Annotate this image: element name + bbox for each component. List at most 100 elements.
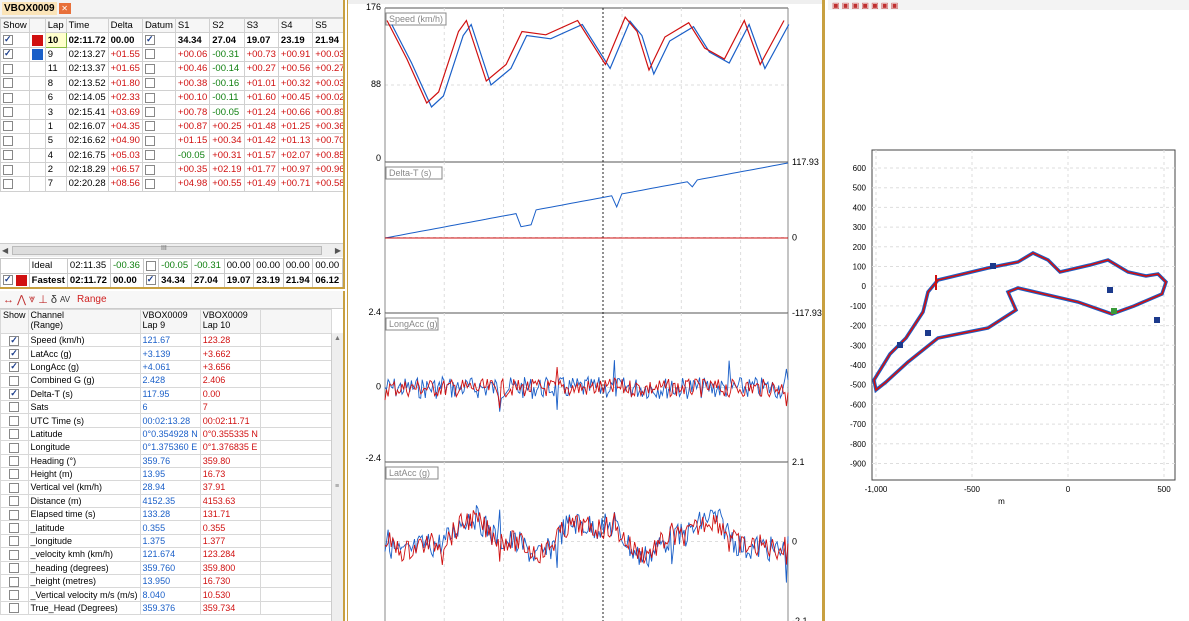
channel-show-checkbox[interactable]: [9, 563, 20, 574]
lap-header-col[interactable]: S3: [243, 17, 279, 34]
sector-marker[interactable]: [1154, 317, 1160, 323]
channel-show-checkbox[interactable]: [9, 469, 20, 480]
lap-show-checkbox[interactable]: [3, 178, 13, 189]
lap-header-col[interactable]: [28, 17, 46, 34]
lap-show-checkbox[interactable]: [3, 49, 13, 60]
channel-show-checkbox[interactable]: [9, 496, 20, 507]
lap-row[interactable]: 5 02:16.62 +04.90 +01.15 +00.34 +01.42 +01.13 +…: [0, 133, 343, 149]
lap-header-col[interactable]: Delta: [107, 17, 143, 34]
lap-datum-checkbox[interactable]: [144, 35, 155, 46]
lap-datum-checkbox[interactable]: [144, 92, 155, 103]
channel-show-checkbox[interactable]: [9, 442, 20, 453]
lap-header-col[interactable]: Show: [0, 17, 30, 34]
lap-datum-checkbox[interactable]: [144, 63, 155, 74]
ideal-datum-checkbox[interactable]: [145, 260, 156, 271]
lap-datum-checkbox[interactable]: [144, 164, 155, 175]
fastest-show-checkbox[interactable]: [3, 275, 13, 286]
lap-datum-checkbox[interactable]: [144, 107, 155, 118]
lap-row[interactable]: 902:13.27+01.55 +00.06-00.31+00.73+00.91+…: [0, 46, 343, 63]
channel-show-checkbox[interactable]: [9, 549, 20, 560]
channel-row[interactable]: UTC Time (s) 00:02:13.28 00:02:11.71: [0, 413, 333, 428]
channel-show-checkbox[interactable]: [9, 375, 20, 386]
fastest-row[interactable]: Fastest 02:11.72 00.00 34.34 27.04 19.07…: [0, 272, 343, 287]
map-plot-area[interactable]: 600 500 400 300 200 100 0 -100 -200 -300 -400 -500 -…: [850, 149, 1176, 506]
channel-show-checkbox[interactable]: [9, 576, 20, 587]
lap-header-col[interactable]: S2: [209, 17, 245, 34]
pan-icon[interactable]: ↔: [3, 293, 14, 306]
channel-row[interactable]: Longitude 0°1.375360 E 0°1.376835 E: [0, 440, 333, 455]
start-marker[interactable]: [1111, 308, 1117, 314]
channel-show-checkbox[interactable]: [9, 362, 20, 373]
lap-show-checkbox[interactable]: [3, 78, 13, 89]
channel-row[interactable]: Heading (°) 359.76 359.80: [0, 453, 333, 468]
map-tools-icon[interactable]: ▣ ▣ ▣ ▣ ▣ ▣ ▣: [832, 1, 899, 10]
lap-row[interactable]: 11 02:13.37 +01.65 +00.46 -00.14 +00.27 +00.56…: [0, 61, 343, 77]
lap-show-checkbox[interactable]: [3, 164, 13, 175]
channel-row[interactable]: _height (metres) 13.950 16.730: [0, 574, 333, 589]
channel-row[interactable]: Distance (m) 4152.35 4153.63: [0, 493, 333, 509]
lap-datum-checkbox[interactable]: [144, 121, 155, 132]
lap-header-col[interactable]: Datum: [141, 17, 176, 34]
channel-row[interactable]: LatAcc (g) +3.139 +3.662: [0, 346, 333, 361]
graph-panel[interactable]: Speed (km/h) 176 88 0 Delta-T (s) 117.93 0 -117…: [347, 0, 825, 621]
channel-row[interactable]: Combined G (g) 2.428 2.406: [0, 373, 333, 388]
lap-row[interactable]: 8 02:13.52 +01.80 +00.38 -00.16 +01.01 +00.32 +…: [0, 75, 343, 91]
channel-row[interactable]: _longitude 1.375 1.377: [0, 533, 333, 549]
lap-panel-tab[interactable]: VBOX0009 ✕: [0, 0, 343, 18]
channel-show-checkbox[interactable]: [9, 603, 20, 614]
lap-header-col[interactable]: Lap: [44, 17, 67, 34]
channel-show-checkbox[interactable]: [9, 402, 20, 413]
lap-datum-checkbox[interactable]: [144, 150, 155, 161]
channel-row[interactable]: Sats 6 7: [0, 399, 333, 415]
graph-pane-1[interactable]: Speed (km/h) 176 88 0: [366, 2, 789, 163]
lap-header-col[interactable]: S1: [174, 17, 211, 34]
channel-row[interactable]: _latitude 0.355 0.355: [0, 520, 333, 535]
range-label[interactable]: Range: [77, 294, 107, 305]
lap-header-col[interactable]: S4: [277, 17, 314, 34]
channel-show-checkbox[interactable]: [9, 522, 20, 533]
channel-row[interactable]: Height (m) 13.95 16.73: [0, 466, 333, 482]
sector-marker[interactable]: [897, 342, 903, 348]
channel-row[interactable]: _velocity kmh (km/h) 121.674 123.284: [0, 547, 333, 562]
channel-row[interactable]: Speed (km/h) 121.67 123.28: [0, 332, 333, 348]
scroll-thumb[interactable]: III: [12, 245, 322, 255]
channel-show-checkbox[interactable]: [9, 429, 20, 440]
scroll-right-icon[interactable]: ▶: [334, 246, 341, 255]
fastest-datum-checkbox[interactable]: [145, 275, 156, 286]
channel-row[interactable]: Latitude 0°0.354928 N 0°0.355335 N: [0, 426, 333, 442]
lap-panel-tab-title[interactable]: VBOX0009: [2, 2, 57, 15]
track-map-svg[interactable]: 600 500 400 300 200 100 0 -100 -200 -300 -400 -500 -…: [828, 10, 1189, 621]
marker-icon[interactable]: ⩔: [29, 293, 36, 305]
delta-icon[interactable]: δ: [50, 293, 57, 306]
sector-marker[interactable]: [990, 263, 996, 269]
lap-show-checkbox[interactable]: [3, 63, 13, 74]
channel-show-checkbox[interactable]: [9, 456, 20, 467]
graph-pane-3[interactable]: LongAcc (g) 2.4 0 -2.4: [365, 307, 789, 463]
close-icon[interactable]: ✕: [58, 3, 71, 14]
lap-datum-checkbox[interactable]: [144, 49, 155, 60]
lap-show-checkbox[interactable]: [3, 107, 13, 118]
channel-row[interactable]: Elapsed time (s) 133.28 131.71: [0, 507, 333, 522]
channel-row[interactable]: _Vertical velocity m/s (m/s) 8.040 10.53…: [0, 587, 333, 602]
channel-row[interactable]: True_Head (Degrees) 359.376 359.734: [0, 600, 333, 616]
channel-vscrollbar[interactable]: ▲ ≡: [331, 333, 343, 621]
graph-svg[interactable]: Speed (km/h) 176 88 0 Delta-T (s) 117.93 0 -117…: [348, 0, 825, 621]
scroll-left-icon[interactable]: ◀: [2, 246, 9, 255]
channel-show-checkbox[interactable]: [9, 335, 20, 346]
channel-row[interactable]: Delta-T (s) 117.95 0.00: [0, 386, 333, 401]
lap-header-col[interactable]: Time: [65, 17, 109, 34]
channel-show-checkbox[interactable]: [9, 536, 20, 547]
channel-show-checkbox[interactable]: [9, 389, 20, 400]
sector-icon[interactable]: ⊥: [38, 294, 48, 306]
channel-show-checkbox[interactable]: [9, 415, 20, 426]
lap-show-checkbox[interactable]: [3, 92, 13, 103]
lap-row[interactable]: 3 02:15.41 +03.69 +00.78 -00.05 +01.24 +00.66 +…: [0, 104, 343, 120]
track-map-panel[interactable]: ▣ ▣ ▣ ▣ ▣ ▣ ▣ 600 500 400 300 200 100 0 -100 -20…: [828, 0, 1189, 621]
scroll-up-icon[interactable]: ▲: [334, 335, 341, 342]
lap-row[interactable]: 4 02:16.75 +05.03 -00.05 +00.31 +01.57 +02.07 +…: [0, 147, 343, 163]
channel-row[interactable]: LongAcc (g) +4.061 +3.656: [0, 359, 333, 375]
lap-header-col[interactable]: S5: [312, 17, 343, 34]
channel-row[interactable]: Vertical vel (km/h) 28.94 37.91: [0, 480, 333, 495]
channel-show-checkbox[interactable]: [9, 509, 20, 520]
